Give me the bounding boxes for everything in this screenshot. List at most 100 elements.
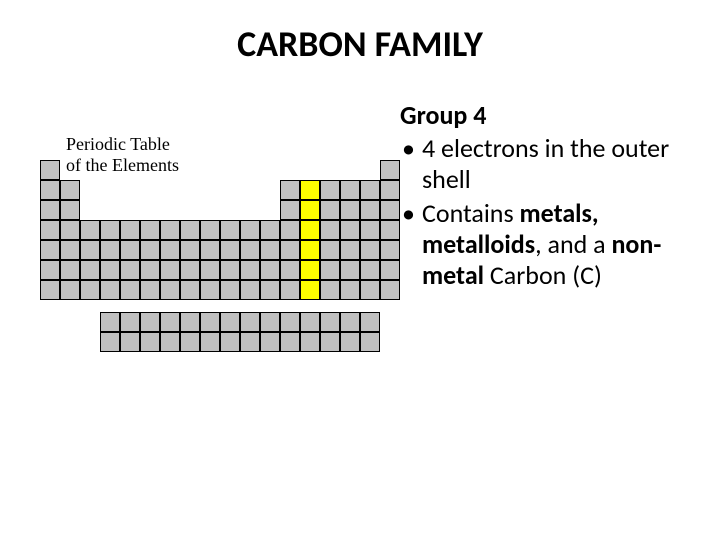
pt-cell bbox=[200, 240, 220, 260]
pt-fblock-cell bbox=[340, 332, 360, 352]
periodic-table-label: Periodic Table of the Elements bbox=[66, 134, 179, 175]
pt-cell bbox=[60, 280, 80, 300]
pt-cell bbox=[280, 280, 300, 300]
pt-cell bbox=[380, 260, 400, 280]
pt-cell-highlight bbox=[300, 280, 320, 300]
periodic-table-panel: Periodic Table of the Elements bbox=[0, 100, 400, 291]
pt-fblock-cell bbox=[140, 312, 160, 332]
pt-cell bbox=[360, 200, 380, 220]
pt-cell bbox=[320, 280, 340, 300]
pt-cell bbox=[100, 260, 120, 280]
pt-cell bbox=[40, 240, 60, 260]
group-subhead: Group 4 bbox=[400, 100, 675, 131]
pt-cell bbox=[80, 260, 100, 280]
pt-cell-highlight bbox=[300, 260, 320, 280]
bullet-item: 4 electrons in the outer shell bbox=[400, 133, 675, 195]
pt-cell bbox=[220, 280, 240, 300]
pt-cell bbox=[320, 220, 340, 240]
pt-cell bbox=[140, 240, 160, 260]
pt-cell bbox=[180, 240, 200, 260]
pt-cell bbox=[260, 280, 280, 300]
pt-fblock-cell bbox=[180, 312, 200, 332]
pt-fblock-cell bbox=[100, 312, 120, 332]
pt-cell bbox=[340, 200, 360, 220]
pt-fblock-cell bbox=[280, 312, 300, 332]
pt-cell bbox=[340, 280, 360, 300]
pt-cell bbox=[40, 220, 60, 240]
pt-fblock-cell bbox=[160, 312, 180, 332]
pt-fblock-cell bbox=[220, 332, 240, 352]
pt-fblock-cell bbox=[220, 312, 240, 332]
pt-cell bbox=[100, 280, 120, 300]
pt-fblock-cell bbox=[240, 312, 260, 332]
pt-cell bbox=[120, 260, 140, 280]
pt-cell bbox=[220, 240, 240, 260]
pt-fblock-cell bbox=[260, 312, 280, 332]
pt-cell bbox=[40, 260, 60, 280]
pt-cell bbox=[60, 180, 80, 200]
pt-cell bbox=[260, 260, 280, 280]
pt-cell bbox=[320, 180, 340, 200]
pt-fblock-cell bbox=[180, 332, 200, 352]
pt-cell bbox=[320, 240, 340, 260]
pt-fblock-cell bbox=[320, 312, 340, 332]
pt-cell bbox=[240, 260, 260, 280]
pt-fblock-cell bbox=[280, 332, 300, 352]
pt-cell bbox=[340, 240, 360, 260]
pt-cell-highlight bbox=[300, 240, 320, 260]
pt-label-line1: Periodic Table bbox=[66, 134, 170, 154]
pt-cell bbox=[160, 220, 180, 240]
bullet-item: Contains metals, metalloids, and a non-m… bbox=[400, 198, 675, 292]
pt-cell bbox=[280, 240, 300, 260]
pt-cell bbox=[160, 260, 180, 280]
pt-cell bbox=[60, 260, 80, 280]
pt-fblock-cell bbox=[200, 312, 220, 332]
pt-cell bbox=[200, 220, 220, 240]
pt-cell bbox=[260, 240, 280, 260]
pt-cell bbox=[40, 160, 60, 180]
content-row: Periodic Table of the Elements Group 4 4… bbox=[0, 100, 720, 291]
pt-fblock-cell bbox=[260, 332, 280, 352]
pt-cell bbox=[160, 240, 180, 260]
pt-cell bbox=[100, 240, 120, 260]
pt-cell bbox=[340, 220, 360, 240]
pt-cell bbox=[320, 260, 340, 280]
pt-cell bbox=[380, 160, 400, 180]
pt-cell bbox=[160, 280, 180, 300]
slide: CARBON FAMILY Periodic Table of the Elem… bbox=[0, 0, 720, 540]
pt-cell bbox=[380, 180, 400, 200]
pt-cell bbox=[220, 260, 240, 280]
pt-cell bbox=[80, 220, 100, 240]
pt-cell bbox=[220, 220, 240, 240]
pt-fblock-cell bbox=[120, 312, 140, 332]
pt-fblock-cell bbox=[300, 332, 320, 352]
pt-cell bbox=[280, 180, 300, 200]
pt-cell bbox=[80, 280, 100, 300]
pt-fblock-cell bbox=[340, 312, 360, 332]
pt-cell bbox=[60, 200, 80, 220]
text-column: Group 4 4 electrons in the outer shellCo… bbox=[400, 100, 700, 291]
pt-label-line2: of the Elements bbox=[66, 155, 179, 175]
pt-cell bbox=[60, 220, 80, 240]
pt-fblock-cell bbox=[140, 332, 160, 352]
pt-cell bbox=[360, 240, 380, 260]
pt-cell-highlight bbox=[300, 200, 320, 220]
pt-cell bbox=[340, 180, 360, 200]
pt-cell bbox=[120, 220, 140, 240]
pt-cell bbox=[340, 260, 360, 280]
pt-cell bbox=[240, 240, 260, 260]
pt-fblock-cell bbox=[240, 332, 260, 352]
pt-cell bbox=[100, 220, 120, 240]
pt-cell bbox=[200, 260, 220, 280]
pt-cell bbox=[380, 200, 400, 220]
pt-cell-highlight bbox=[300, 220, 320, 240]
pt-cell bbox=[140, 280, 160, 300]
pt-cell bbox=[360, 260, 380, 280]
bullet-list: 4 electrons in the outer shellContains m… bbox=[400, 133, 675, 291]
pt-fblock-cell bbox=[120, 332, 140, 352]
pt-fblock-cell bbox=[300, 312, 320, 332]
pt-fblock-cell bbox=[160, 332, 180, 352]
pt-cell bbox=[180, 260, 200, 280]
pt-cell bbox=[200, 280, 220, 300]
pt-fblock-cell bbox=[320, 332, 340, 352]
